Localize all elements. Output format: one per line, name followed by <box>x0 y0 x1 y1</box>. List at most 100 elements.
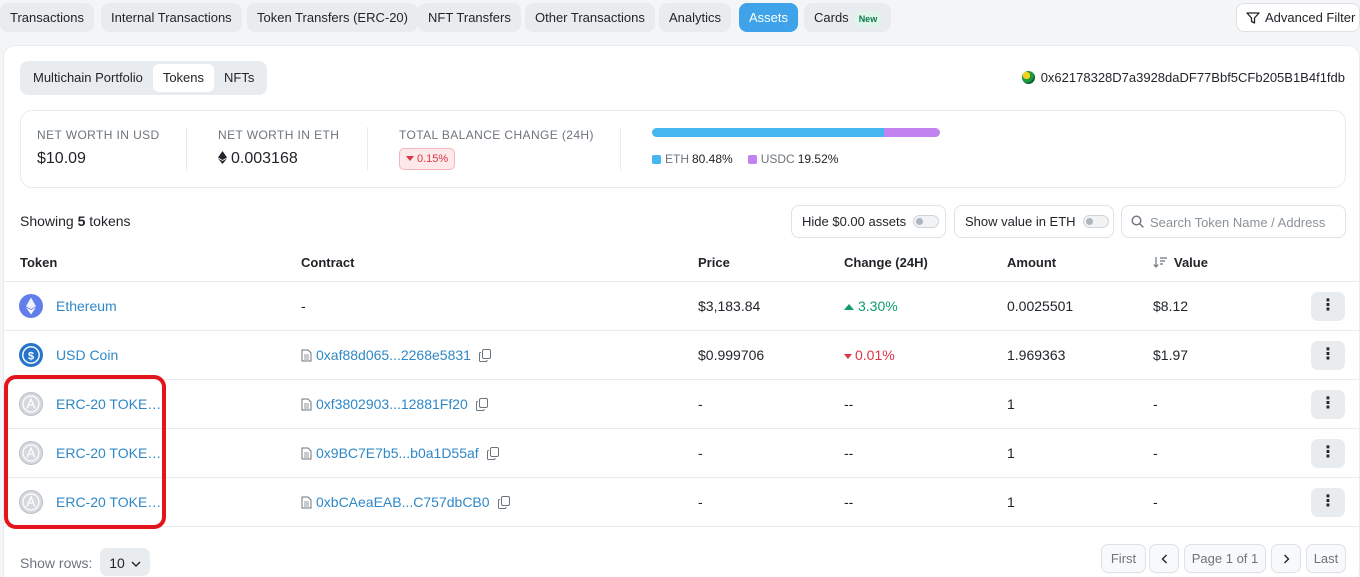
col-change: Change (24H) <box>844 255 928 270</box>
contract-link[interactable]: 0x9BC7E7b5...b0a1D55af <box>301 445 499 463</box>
table-row: Ethereum - $3,183.84 3.30% 0.0025501 $8.… <box>4 282 1359 331</box>
token-name-link[interactable]: USD Coin <box>56 347 119 363</box>
tab-internal-transactions[interactable]: Internal Transactions <box>101 3 242 32</box>
copy-icon[interactable] <box>478 349 491 365</box>
usdc-legend-swatch <box>747 155 757 164</box>
address-identicon-icon <box>1021 71 1035 84</box>
token-value: - <box>1153 396 1158 412</box>
eth-legend-label: ETH <box>665 152 689 166</box>
chevron-right-icon <box>1283 551 1290 566</box>
first-page-button[interactable]: First <box>1101 544 1146 573</box>
tab-analytics[interactable]: Analytics <box>659 3 732 32</box>
advanced-filter-label: Advanced Filter <box>1265 10 1356 25</box>
ethereum-logo-icon <box>19 294 43 318</box>
show-value-eth-toggle[interactable]: Show value in ETH <box>954 205 1114 238</box>
copy-icon[interactable] <box>497 496 510 512</box>
toggle-switch-icon <box>913 215 940 228</box>
showing-number: 5 <box>77 213 86 229</box>
tab-token-transfers[interactable]: Token Transfers (ERC-20) <box>247 3 418 32</box>
showing-count: Showing 5 tokens <box>20 213 131 229</box>
copy-icon[interactable] <box>486 447 499 463</box>
more-options-button[interactable]: ⋮ <box>1311 439 1345 468</box>
contract-address: 0x9BC7E7b5...b0a1D55af <box>316 445 479 461</box>
rows-per-page-select[interactable]: 10 <box>100 548 150 576</box>
caret-down-icon <box>844 354 852 359</box>
col-token: Token <box>20 255 58 270</box>
token-change: -- <box>844 396 854 412</box>
more-options-button[interactable]: ⋮ <box>1311 488 1345 517</box>
tab-transactions[interactable]: Transactions <box>0 3 94 32</box>
token-change: -- <box>844 445 854 461</box>
col-value[interactable]: Value <box>1153 255 1208 270</box>
net-worth-eth-label: NET WORTH IN ETH <box>218 128 340 142</box>
caret-down-icon <box>406 156 414 161</box>
col-value-label: Value <box>1174 255 1208 270</box>
token-amount: 1 <box>1007 445 1015 461</box>
net-worth-usd-value: $10.09 <box>37 150 86 167</box>
document-icon <box>301 398 312 414</box>
token-change-value: 0.01% <box>855 347 895 363</box>
subtab-nfts[interactable]: NFTs <box>224 70 255 85</box>
wallet-address-text: 0x62178328D7a3928daDF77Bbf5CFb205B1B4f1f… <box>1040 70 1345 85</box>
top-tab-bar: Transactions Internal Transactions Token… <box>0 0 1360 40</box>
sort-icon <box>1153 255 1174 270</box>
more-options-button[interactable]: ⋮ <box>1311 341 1345 370</box>
document-icon <box>301 496 312 512</box>
tab-other-transactions[interactable]: Other Transactions <box>525 3 655 32</box>
rows-per-page-value: 10 <box>109 555 125 571</box>
contract-address: 0xaf88d065...2268e5831 <box>316 347 471 363</box>
more-vertical-icon: ⋮ <box>1320 493 1336 510</box>
prev-page-button[interactable] <box>1149 544 1179 573</box>
divider <box>186 127 187 171</box>
token-change-value: 3.30% <box>858 298 898 314</box>
next-page-button[interactable] <box>1271 544 1301 573</box>
divider <box>367 127 368 171</box>
more-options-button[interactable]: ⋮ <box>1311 390 1345 419</box>
contract-link[interactable]: 0xf3802903...12881Ff20 <box>301 396 488 414</box>
hide-zero-assets-label: Hide $0.00 assets <box>802 214 907 229</box>
document-icon <box>301 447 312 463</box>
col-price: Price <box>698 255 730 270</box>
tab-assets[interactable]: Assets <box>739 3 799 32</box>
tab-nft-transfers[interactable]: NFT Transfers <box>418 3 521 32</box>
last-page-button[interactable]: Last <box>1306 544 1346 573</box>
hide-zero-assets-toggle[interactable]: Hide $0.00 assets <box>791 205 946 238</box>
more-vertical-icon: ⋮ <box>1320 395 1336 412</box>
token-amount: 1 <box>1007 494 1015 510</box>
net-worth-usd: NET WORTH IN USD $10.09 <box>37 128 160 168</box>
advanced-filter-button[interactable]: Advanced Filter <box>1236 3 1360 32</box>
token-price: - <box>698 445 703 461</box>
col-contract: Contract <box>301 255 355 270</box>
document-icon <box>301 349 312 365</box>
token-name-link[interactable]: Ethereum <box>56 298 117 314</box>
divider <box>620 127 621 171</box>
search-icon <box>1131 215 1144 233</box>
table-row: ERC-20 TOKEN... 0xbCAeaEAB...C757dbCB0 -… <box>4 478 1359 527</box>
search-input[interactable] <box>1150 212 1340 232</box>
subtab-multichain-portfolio[interactable]: Multichain Portfolio <box>33 70 143 85</box>
eth-legend-pct: 80.48% <box>692 152 733 166</box>
showing-prefix: Showing <box>20 213 74 229</box>
contract-link[interactable]: 0xaf88d065...2268e5831 <box>301 347 491 365</box>
net-worth-eth-row: 0.003168 <box>218 150 339 168</box>
col-amount: Amount <box>1007 255 1057 270</box>
token-change: 0.01% <box>844 347 895 363</box>
contract-link[interactable]: 0xbCAeaEAB...C757dbCB0 <box>301 494 510 512</box>
tab-cards[interactable]: Cards New <box>804 3 892 32</box>
copy-icon[interactable] <box>475 398 488 414</box>
token-price: $0.999706 <box>698 347 765 363</box>
usdc-legend-pct: 19.52% <box>797 152 839 166</box>
wallet-address[interactable]: 0x62178328D7a3928daDF77Bbf5CFb205B1B4f1f… <box>1021 70 1345 85</box>
token-price: - <box>698 396 703 412</box>
more-vertical-icon: ⋮ <box>1320 297 1336 314</box>
table-row: $ USD Coin 0xaf88d065...2268e5831 $0.999… <box>4 331 1359 380</box>
eth-allocation-segment <box>652 128 884 137</box>
more-options-button[interactable]: ⋮ <box>1311 292 1345 321</box>
contract-address: 0xbCAeaEAB...C757dbCB0 <box>316 494 490 510</box>
net-worth-eth: NET WORTH IN ETH 0.003168 <box>218 128 339 168</box>
usdc-logo-icon: $ <box>19 343 43 367</box>
token-search <box>1121 205 1346 238</box>
subtab-tokens[interactable]: Tokens <box>152 64 215 92</box>
balance-change-value: 0.15% <box>417 153 449 165</box>
allocation-legend: ETH 80.48% USDC 19.52% <box>652 152 853 166</box>
